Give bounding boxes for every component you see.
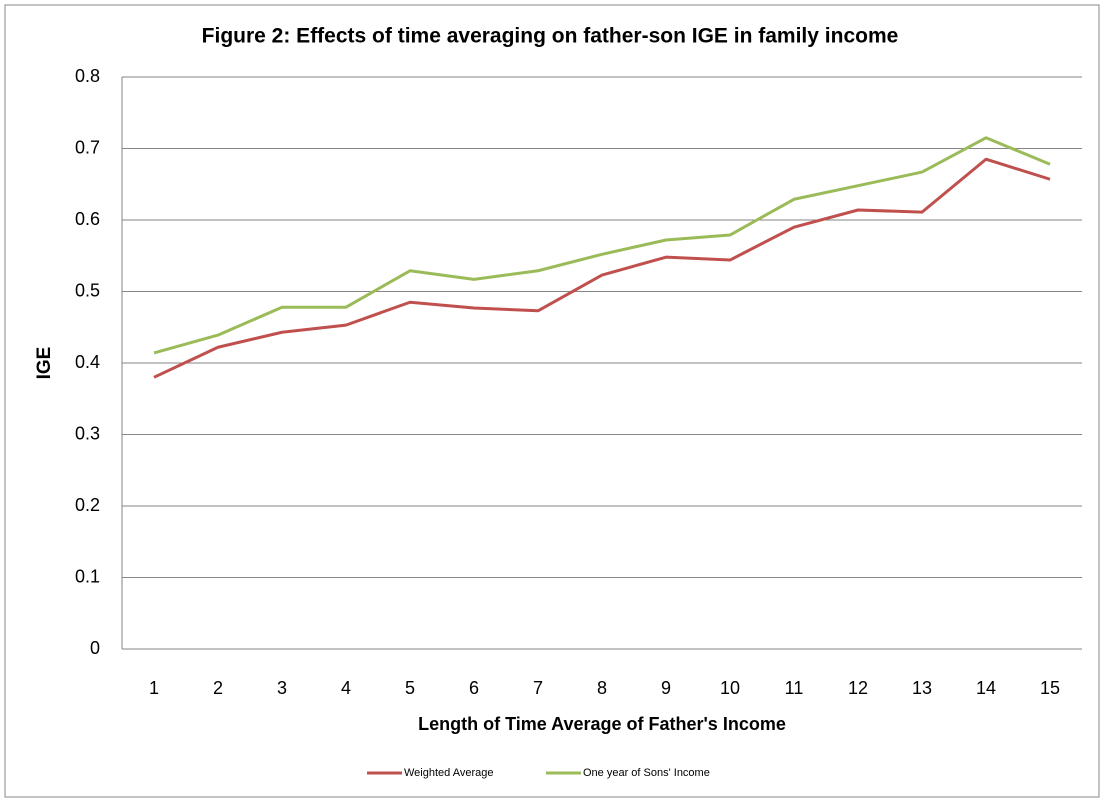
- x-tick-label: 10: [720, 678, 740, 698]
- y-tick-label: 0.5: [75, 280, 100, 300]
- x-tick-label: 4: [341, 678, 351, 698]
- data-line: [153, 136, 1051, 355]
- y-tick-label: 0.6: [75, 209, 100, 229]
- x-tick-label: 6: [469, 678, 479, 698]
- x-axis-label: Length of Time Average of Father's Incom…: [418, 714, 786, 734]
- chart-title: Figure 2: Effects of time averaging on f…: [202, 25, 899, 48]
- x-tick-label: 9: [661, 678, 671, 698]
- x-tick-label: 1: [149, 678, 159, 698]
- x-tick-label: 15: [1040, 678, 1060, 698]
- data-line: [153, 157, 1051, 379]
- y-tick-label: 0.1: [75, 566, 100, 586]
- x-tick-label: 2: [213, 678, 223, 698]
- y-tick-label: 0.2: [75, 495, 100, 515]
- x-tick-label: 5: [405, 678, 415, 698]
- x-tick-label: 3: [277, 678, 287, 698]
- x-tick-label: 8: [597, 678, 607, 698]
- y-tick-label: 0.3: [75, 423, 100, 443]
- chart-border: [4, 4, 1100, 798]
- x-tick-label: 7: [533, 678, 543, 698]
- y-tick-label: 0.4: [75, 352, 100, 372]
- x-tick-label: 13: [912, 678, 932, 698]
- x-tick-label: 14: [976, 678, 996, 698]
- y-axis-label: IGE: [34, 347, 55, 380]
- y-tick-label: 0: [90, 638, 100, 658]
- x-tick-label: 11: [785, 678, 804, 698]
- y-tick-label: 0.8: [75, 66, 100, 86]
- legend-label: One year of Sons' Income: [583, 767, 710, 779]
- x-tick-label: 12: [848, 678, 868, 698]
- legend-label: Weighted Average: [404, 767, 494, 779]
- y-tick-label: 0.7: [75, 137, 100, 157]
